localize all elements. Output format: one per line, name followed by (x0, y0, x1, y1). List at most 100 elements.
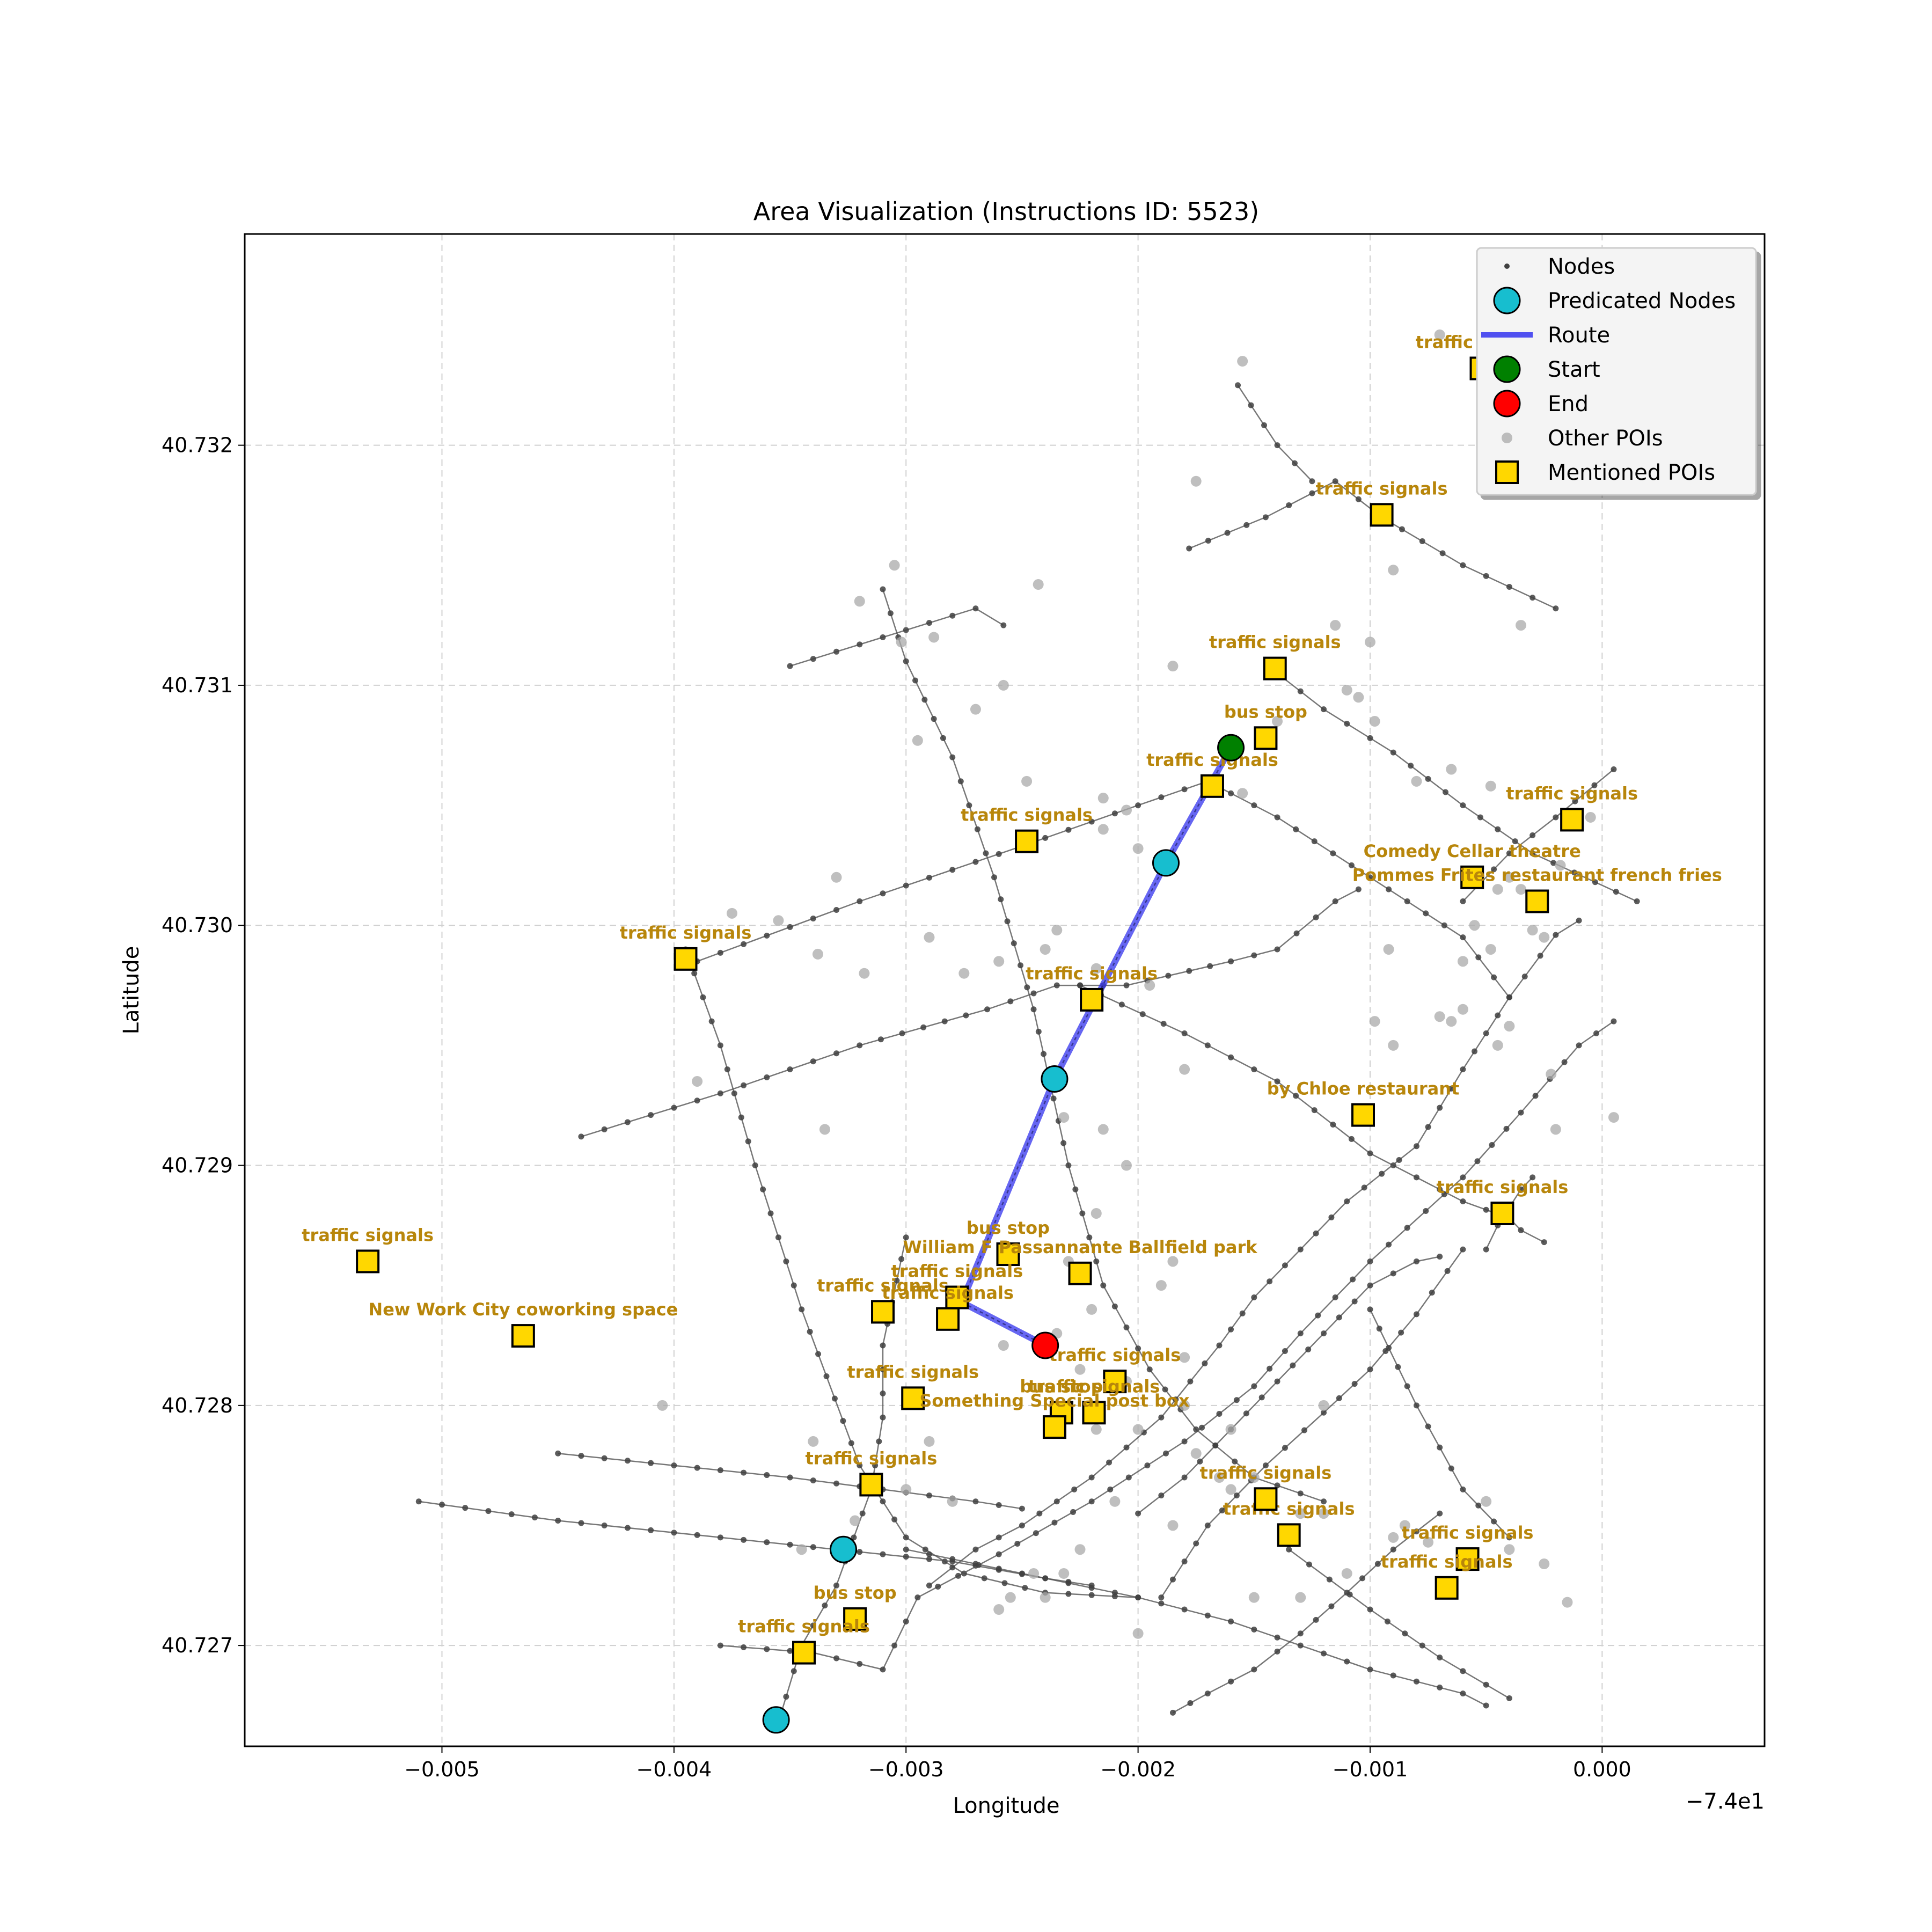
mentioned-poi-marker (1455, 1547, 1480, 1571)
street-node (1518, 1109, 1524, 1116)
street-node (1398, 1329, 1404, 1336)
street-node (1444, 1268, 1451, 1274)
street-node (1181, 786, 1188, 793)
street-node (1419, 1642, 1425, 1649)
street-node (1228, 790, 1234, 796)
y-tick-label: 40.728 (162, 1394, 233, 1417)
legend-predicted-marker (1493, 287, 1521, 314)
street-node (1399, 526, 1405, 532)
street-node (891, 1516, 898, 1523)
other-poi-marker (1097, 793, 1109, 804)
street-node (760, 1186, 766, 1192)
street-node (764, 932, 770, 939)
street-node (857, 1462, 863, 1469)
mentioned-poi-label: traffic signals (620, 923, 752, 943)
other-poi-marker (993, 1604, 1005, 1615)
other-poi-marker (1423, 1536, 1434, 1548)
street-node (972, 1498, 979, 1505)
street-node (694, 1465, 700, 1471)
street-node (898, 1256, 905, 1262)
other-poi-marker (1213, 1472, 1225, 1483)
street-node (1033, 1530, 1039, 1536)
street-node (1158, 1414, 1165, 1421)
other-poi-marker (1167, 661, 1179, 672)
street-node (555, 1450, 561, 1457)
street-node (920, 1024, 927, 1030)
street-node (894, 1277, 900, 1284)
street-node (691, 970, 698, 977)
street-node (648, 1112, 654, 1118)
street-node (1232, 1458, 1238, 1465)
street-node (1079, 1210, 1086, 1217)
street-node (1297, 688, 1304, 694)
street-node (717, 949, 723, 956)
other-poi-marker (854, 596, 865, 607)
street-node (1251, 1066, 1257, 1073)
street-node (1344, 1658, 1350, 1665)
mentioned-poi-label: traffic signals (1200, 1462, 1332, 1483)
street-node (724, 1066, 730, 1073)
legend-box (1476, 247, 1757, 496)
street-node (996, 1551, 1002, 1557)
other-poi-marker (1485, 780, 1496, 792)
street-node (1301, 1427, 1307, 1433)
street-node (1506, 1695, 1512, 1702)
other-poi-marker (924, 932, 935, 943)
street-node (851, 1534, 857, 1541)
street-node (1442, 789, 1448, 795)
street-node (1053, 982, 1060, 989)
other-poi-marker (1225, 1424, 1236, 1435)
legend-other-pois-label: Other POIs (1548, 426, 1663, 451)
street-node (1460, 898, 1466, 904)
other-poi-marker (1074, 1544, 1086, 1555)
street-node (1146, 1366, 1153, 1373)
street-node (1181, 1030, 1188, 1037)
street-node (1187, 1700, 1194, 1706)
street-node (1350, 1276, 1356, 1283)
street-node (752, 1162, 758, 1169)
other-poi-marker (1457, 1004, 1468, 1015)
mentioned-poi-label: Pommes Frites restaurant french fries (1352, 865, 1722, 885)
street-node (1030, 990, 1037, 997)
street-node (1419, 538, 1425, 545)
street-node (991, 874, 998, 881)
other-poi-marker (1237, 356, 1248, 367)
street-node (648, 1527, 654, 1533)
street-node (1248, 402, 1254, 408)
street-node (1386, 886, 1392, 892)
other-poi-marker (924, 1436, 935, 1447)
street-node (1529, 832, 1536, 838)
other-poi-marker (726, 908, 737, 919)
street-node (1367, 1258, 1373, 1264)
street-node (975, 1562, 982, 1568)
street-node (1472, 1048, 1478, 1055)
mentioned-poi-label: bus stop (814, 1583, 897, 1603)
street-node (1088, 818, 1095, 825)
street-node (1077, 982, 1084, 989)
other-poi-marker (819, 1124, 830, 1135)
other-poi-marker (1446, 1016, 1457, 1027)
street-node (1212, 1442, 1219, 1448)
y-tick-label: 40.731 (162, 674, 233, 697)
street-node (1390, 1546, 1396, 1553)
street-node (903, 627, 909, 633)
street-node (1553, 932, 1559, 938)
street-node (1165, 972, 1172, 979)
street-node (708, 1018, 715, 1024)
mentioned-poi-label: traffic signals (882, 1283, 1014, 1303)
x-tick-label: −0.001 (1333, 1758, 1408, 1781)
street-node (880, 586, 886, 592)
mentioned-poi-label: Comedy Cellar theatre (1364, 841, 1581, 861)
street-node (1158, 1600, 1165, 1607)
legend-item-other-pois: Other POIs (1502, 426, 1663, 451)
street-node (1197, 1458, 1203, 1465)
street-node (1425, 775, 1431, 782)
street-node (1474, 1158, 1481, 1165)
street-node (1162, 1450, 1169, 1457)
street-node (903, 658, 909, 664)
street-node (810, 1058, 816, 1065)
street-node (1512, 838, 1518, 845)
street-node (1395, 1364, 1401, 1370)
other-poi-marker (1132, 1424, 1144, 1435)
street-node (857, 898, 863, 904)
